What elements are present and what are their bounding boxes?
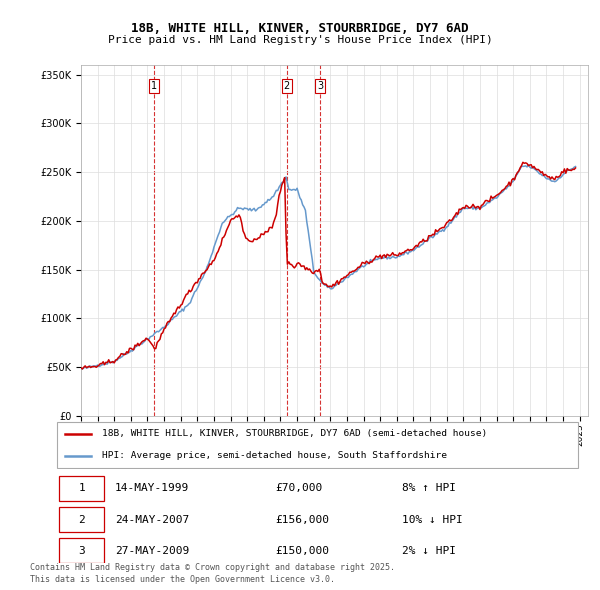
- Text: 1: 1: [79, 483, 85, 493]
- Text: 2: 2: [284, 81, 290, 91]
- Text: Contains HM Land Registry data © Crown copyright and database right 2025.: Contains HM Land Registry data © Crown c…: [30, 563, 395, 572]
- Text: 3: 3: [317, 81, 323, 91]
- Text: This data is licensed under the Open Government Licence v3.0.: This data is licensed under the Open Gov…: [30, 575, 335, 584]
- Text: 1: 1: [151, 81, 157, 91]
- Text: 2% ↓ HPI: 2% ↓ HPI: [403, 546, 457, 556]
- Text: 18B, WHITE HILL, KINVER, STOURBRIDGE, DY7 6AD: 18B, WHITE HILL, KINVER, STOURBRIDGE, DY…: [131, 22, 469, 35]
- Text: £156,000: £156,000: [276, 514, 330, 525]
- Text: 24-MAY-2007: 24-MAY-2007: [115, 514, 189, 525]
- Text: HPI: Average price, semi-detached house, South Staffordshire: HPI: Average price, semi-detached house,…: [101, 451, 446, 460]
- FancyBboxPatch shape: [59, 538, 104, 563]
- Text: £150,000: £150,000: [276, 546, 330, 556]
- Text: 27-MAY-2009: 27-MAY-2009: [115, 546, 189, 556]
- Text: £70,000: £70,000: [276, 483, 323, 493]
- Text: 10% ↓ HPI: 10% ↓ HPI: [403, 514, 463, 525]
- Text: 8% ↑ HPI: 8% ↑ HPI: [403, 483, 457, 493]
- Text: 3: 3: [79, 546, 85, 556]
- FancyBboxPatch shape: [56, 422, 578, 468]
- FancyBboxPatch shape: [59, 507, 104, 532]
- Text: Price paid vs. HM Land Registry's House Price Index (HPI): Price paid vs. HM Land Registry's House …: [107, 35, 493, 45]
- FancyBboxPatch shape: [59, 476, 104, 502]
- Text: 2: 2: [79, 514, 85, 525]
- Text: 18B, WHITE HILL, KINVER, STOURBRIDGE, DY7 6AD (semi-detached house): 18B, WHITE HILL, KINVER, STOURBRIDGE, DY…: [101, 430, 487, 438]
- Text: 14-MAY-1999: 14-MAY-1999: [115, 483, 189, 493]
